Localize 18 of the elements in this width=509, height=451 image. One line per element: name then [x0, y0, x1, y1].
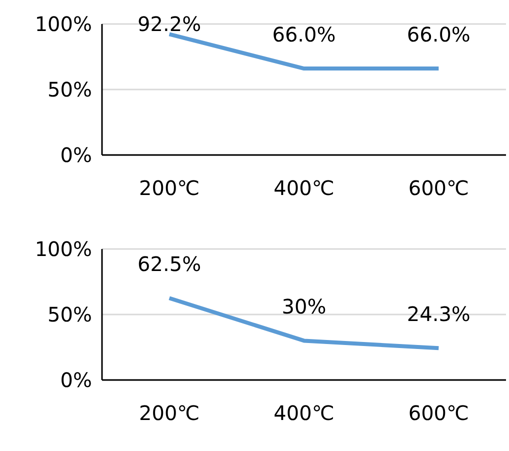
y-tick-label: 100% [34, 237, 92, 262]
x-tick-label: 200℃ [139, 401, 200, 426]
y-tick-label: 0% [60, 368, 92, 392]
x-tick-label: 400℃ [274, 176, 334, 200]
data-label: 24.3% [406, 302, 470, 326]
x-tick-label: 400℃ [274, 401, 334, 426]
x-tick-label: 600℃ [408, 401, 469, 426]
y-tick-label: 100% [34, 12, 92, 36]
data-label: 92.2% [138, 12, 202, 36]
x-tick-label: 600℃ [408, 176, 469, 200]
y-tick-label: 0% [60, 143, 92, 168]
data-label: 66.0% [406, 22, 470, 47]
data-label: 66.0% [272, 22, 336, 47]
y-tick-label: 50% [48, 302, 92, 327]
x-tick-label: 200℃ [139, 176, 200, 200]
data-label: 30% [282, 294, 326, 319]
y-tick-label: 50% [48, 78, 92, 102]
data-label: 62.5% [138, 252, 202, 276]
